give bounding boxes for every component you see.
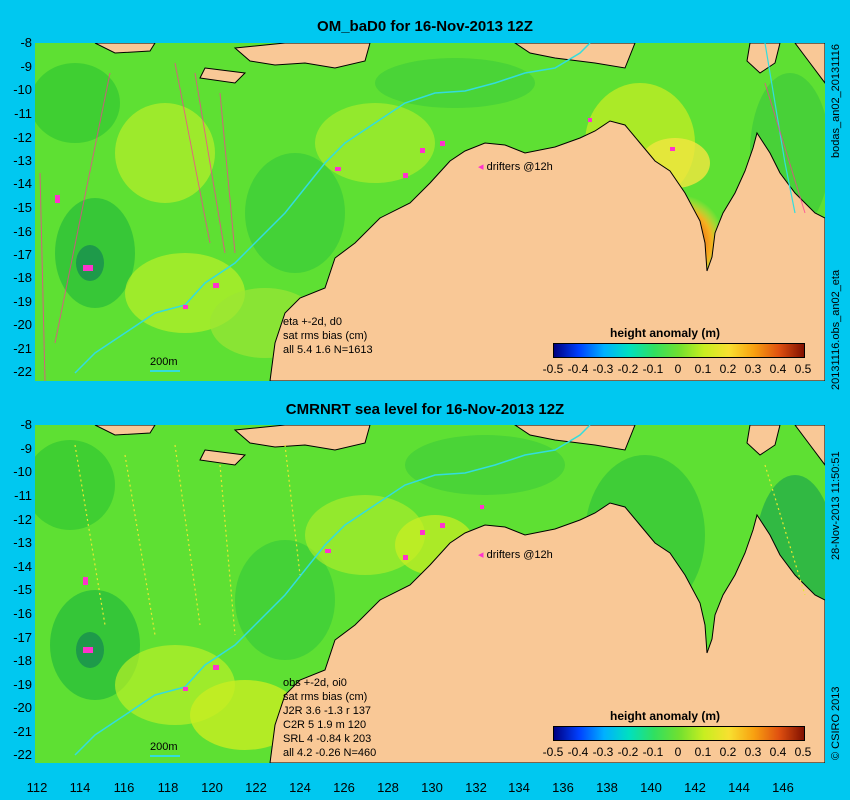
y-tick: -19 — [13, 294, 32, 309]
landmass — [94, 42, 826, 382]
stats-line: all 5.4 1.6 N=1613 — [283, 344, 373, 356]
y-tick: -22 — [13, 747, 32, 762]
panel1-colorbar — [553, 343, 805, 358]
panel1-side-label-top: bodas_an02_20131116 — [830, 44, 842, 158]
y-tick: -17 — [13, 630, 32, 645]
drifter-markers — [83, 505, 484, 691]
drifters-label: drifters @12h — [486, 549, 553, 561]
y-tick: -10 — [13, 464, 32, 479]
landmass — [94, 424, 826, 764]
y-tick: -9 — [20, 441, 32, 456]
y-tick: -13 — [13, 153, 32, 168]
stats-line: C2R 5 1.9 m 120 — [283, 719, 367, 731]
stats-line: SRL 4 -0.84 k 203 — [283, 733, 372, 745]
stats-line: obs +-2d, oi0 — [283, 677, 347, 689]
panel2-contour-label: 200m — [150, 741, 178, 753]
contour-legend-line — [150, 755, 180, 757]
y-tick: -13 — [13, 535, 32, 550]
drifter-icon: ◂ — [478, 161, 484, 173]
y-tick: -17 — [13, 247, 32, 262]
y-tick: -12 — [13, 512, 32, 527]
y-tick: -20 — [13, 700, 32, 715]
panel1-contour-label: 200m — [150, 356, 178, 368]
panel1-drifters-legend: ◂ drifters @12h — [478, 160, 553, 174]
panel1-colorbar-title: height anomaly (m) — [610, 326, 721, 340]
panel1-side-label-bottom: 20131116.obs_an02_eta — [830, 269, 842, 390]
panel2-drifters-legend: ◂ drifters @12h — [478, 548, 553, 562]
y-tick: -10 — [13, 82, 32, 97]
panel2-side-label-top: 28-Nov-2013 11:50:51 — [830, 451, 842, 560]
y-tick: -20 — [13, 317, 32, 332]
stats-line: J2R 3.6 -1.3 r 137 — [283, 705, 372, 717]
panel1-title: OM_baD0 for 16-Nov-2013 12Z — [317, 18, 533, 35]
y-tick: -15 — [13, 200, 32, 215]
y-tick: -12 — [13, 130, 32, 145]
satellite-tracks — [39, 62, 806, 382]
y-tick: -16 — [13, 606, 32, 621]
stats-line: sat rms bias (cm) — [283, 330, 368, 342]
y-tick: -9 — [20, 59, 32, 74]
panel2-colorbar-title: height anomaly (m) — [610, 709, 721, 723]
y-tick: -11 — [14, 488, 32, 503]
stats-line: eta +-2d, d0 — [283, 316, 343, 328]
observation-tracks — [74, 444, 806, 636]
drifters-label: drifters @12h — [486, 161, 553, 173]
y-tick: -18 — [13, 270, 32, 285]
panel2-colorbar-ticks: -0.5 -0.4 -0.3 -0.2 -0.1 0 0.1 0.2 0.3 0… — [542, 745, 812, 759]
panel2-map — [25, 424, 835, 764]
panel2-stats: obs +-2d, oi0 sat rms bias (cm) J2R 3.6 … — [283, 676, 376, 760]
y-tick: -19 — [13, 677, 32, 692]
depth-contour-200m — [74, 424, 591, 756]
panel1-stats: eta +-2d, d0 sat rms bias (cm) all 5.4 1… — [283, 315, 373, 357]
depth-contour-200m — [74, 42, 591, 374]
y-tick: -8 — [20, 35, 32, 50]
drifter-markers — [55, 118, 675, 309]
y-tick: -11 — [14, 106, 32, 121]
drifter-icon: ◂ — [478, 549, 484, 561]
y-tick: -18 — [13, 653, 32, 668]
stats-line: sat rms bias (cm) — [283, 691, 368, 703]
y-tick: -14 — [13, 559, 32, 574]
y-tick: -15 — [13, 582, 32, 597]
panel1-map — [30, 42, 830, 382]
y-tick: -21 — [13, 341, 32, 356]
panel2-colorbar — [553, 726, 805, 741]
y-tick: -16 — [13, 224, 32, 239]
panel2-title: CMRNRT sea level for 16-Nov-2013 12Z — [285, 401, 565, 418]
panel2-side-label-bottom: © CSIRO 2013 — [830, 686, 842, 760]
y-tick: -21 — [13, 724, 32, 739]
y-tick: -22 — [13, 364, 32, 379]
y-tick: -8 — [20, 417, 32, 432]
stats-line: all 4.2 -0.26 N=460 — [283, 747, 377, 759]
contour-legend-line — [150, 370, 180, 372]
y-tick: -14 — [13, 176, 32, 191]
panel1-colorbar-ticks: -0.5 -0.4 -0.3 -0.2 -0.1 0 0.1 0.2 0.3 0… — [542, 362, 812, 376]
